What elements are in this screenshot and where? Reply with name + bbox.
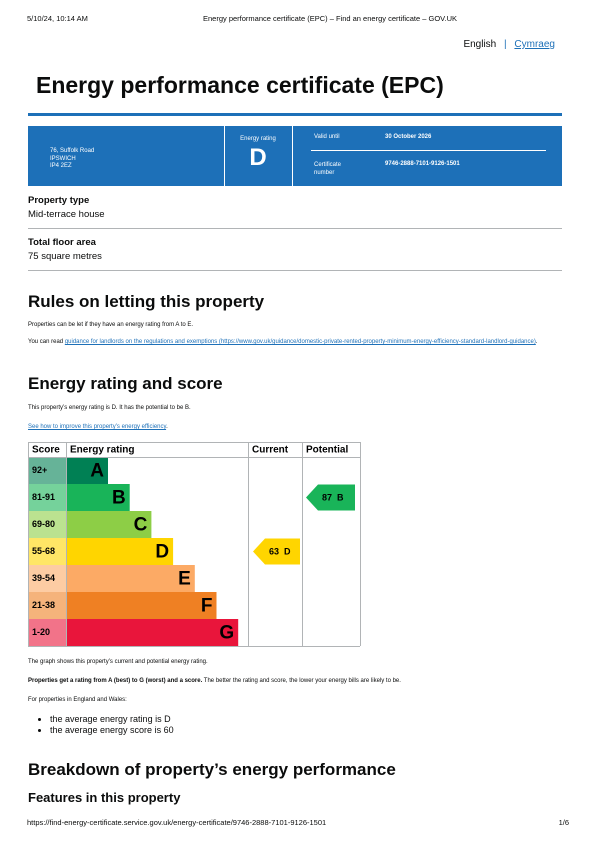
score-label: 69-80 xyxy=(32,519,55,529)
score-cell xyxy=(28,538,66,565)
current-arrow xyxy=(253,538,300,565)
score-cell xyxy=(28,484,66,511)
address-line: 76, Suffolk Road xyxy=(50,148,95,154)
current-score: 63 xyxy=(269,547,279,557)
score-label: 1-20 xyxy=(32,627,50,637)
band-bar xyxy=(66,484,130,511)
score-label: 39-54 xyxy=(32,573,55,583)
certificate-number: 9746-2888-7101-9126-1501 xyxy=(385,161,460,167)
band-letter: F xyxy=(201,596,213,617)
score-cell xyxy=(28,457,66,484)
band-bar xyxy=(66,619,239,646)
score-cell xyxy=(28,565,66,592)
score-label: 81-91 xyxy=(32,492,55,502)
address-line: IP4 2EZ xyxy=(50,163,72,169)
column-header: Current xyxy=(252,445,289,456)
rule xyxy=(28,228,562,229)
potential-arrow xyxy=(306,484,355,511)
paragraph: This property’s energy rating is D. It h… xyxy=(28,405,191,411)
band-bar xyxy=(66,457,108,484)
property-label: Property type xyxy=(28,195,90,206)
valid-label: Valid until xyxy=(314,134,340,140)
rating-letter: D xyxy=(249,144,267,171)
text: The better the rating and score, the low… xyxy=(202,678,401,684)
band-letter: E xyxy=(178,569,191,590)
band-letter: A xyxy=(90,461,104,482)
paragraph: You can read guidance for landlords on t… xyxy=(28,338,562,347)
score-label: 92+ xyxy=(32,465,47,475)
print-title: Energy performance certificate (EPC) – F… xyxy=(202,14,457,23)
score-cell xyxy=(28,511,66,538)
footer-url: https://find-energy-certificate.service.… xyxy=(27,818,327,827)
print-datetime: 5/10/24, 10:14 AM xyxy=(27,14,88,23)
certificate-label: Certificate number xyxy=(314,162,342,176)
score-cell xyxy=(28,592,66,619)
paragraph: See how to improve this property’s energ… xyxy=(28,424,168,430)
section-heading: Energy rating and score xyxy=(28,374,223,393)
current-band: D xyxy=(284,547,291,557)
address-line: IPSWICH xyxy=(50,155,76,162)
rule xyxy=(28,270,562,271)
property-label: Total floor area xyxy=(28,237,96,248)
section-heading: Rules on letting this property xyxy=(28,292,265,311)
section-heading: Breakdown of property’s energy performan… xyxy=(28,760,396,779)
averages-list: the average energy rating is D the avera… xyxy=(28,714,174,736)
valid-date: 30 October 2026 xyxy=(385,134,432,140)
column-header: Energy rating xyxy=(70,445,134,456)
lang-english: English xyxy=(463,39,497,50)
band-bar xyxy=(66,538,174,565)
divider xyxy=(292,126,293,186)
potential-score: 87 xyxy=(322,493,332,503)
list-item: the average energy score is 60 xyxy=(50,725,174,736)
guidance-link[interactable]: guidance for landlords on the regulation… xyxy=(64,339,536,345)
potential-label: 87 B xyxy=(322,493,344,503)
band-bar xyxy=(66,592,217,619)
paragraph: Properties can be let if they have an en… xyxy=(28,322,194,328)
list-item: the average energy rating is D xyxy=(50,714,174,725)
page-title: Energy performance certificate (EPC) xyxy=(36,72,444,98)
band-bar xyxy=(66,565,195,592)
band-bar xyxy=(66,511,152,538)
paragraph: The graph shows this property’s current … xyxy=(28,659,208,665)
score-cell xyxy=(28,619,66,646)
divider xyxy=(311,150,546,151)
column-header: Score xyxy=(32,445,60,456)
band-letter: B xyxy=(112,488,126,509)
address: 76, Suffolk Road IPSWICH IP4 2EZ xyxy=(50,148,94,171)
paragraph: For properties in England and Wales: xyxy=(28,697,127,703)
summary-box: 76, Suffolk Road IPSWICH IP4 2EZ Energy … xyxy=(28,126,562,186)
property-value: 75 square metres xyxy=(28,251,102,262)
sub-heading: Features in this property xyxy=(28,790,181,805)
lang-welsh[interactable]: Cymraeg xyxy=(514,39,555,50)
improve-link[interactable]: See how to improve this property’s energ… xyxy=(28,424,167,430)
text: . xyxy=(535,339,538,345)
paragraph: Properties get a rating from A (best) to… xyxy=(28,678,401,684)
score-label: 21-38 xyxy=(32,600,55,610)
bold-text: Properties get a rating from A (best) to… xyxy=(28,678,203,684)
language-switch: English | Cymraeg xyxy=(463,39,555,50)
current-label: 63 D xyxy=(269,547,291,557)
page-number: 1/6 xyxy=(558,818,569,827)
text: . xyxy=(166,424,168,430)
column-header: Potential xyxy=(306,445,348,456)
band-letter: G xyxy=(219,623,234,644)
rating-chart: Score Energy rating Current Potential 92+ A 81… xyxy=(28,442,361,647)
title-rule xyxy=(28,113,562,116)
band-letter: C xyxy=(134,515,148,536)
rating-label: Energy rating xyxy=(240,136,276,142)
score-label: 55-68 xyxy=(32,546,55,556)
divider xyxy=(224,126,225,186)
property-value: Mid-terrace house xyxy=(28,209,105,220)
text: You can read xyxy=(28,339,65,345)
band-letter: D xyxy=(155,542,169,563)
potential-band: B xyxy=(337,493,344,503)
